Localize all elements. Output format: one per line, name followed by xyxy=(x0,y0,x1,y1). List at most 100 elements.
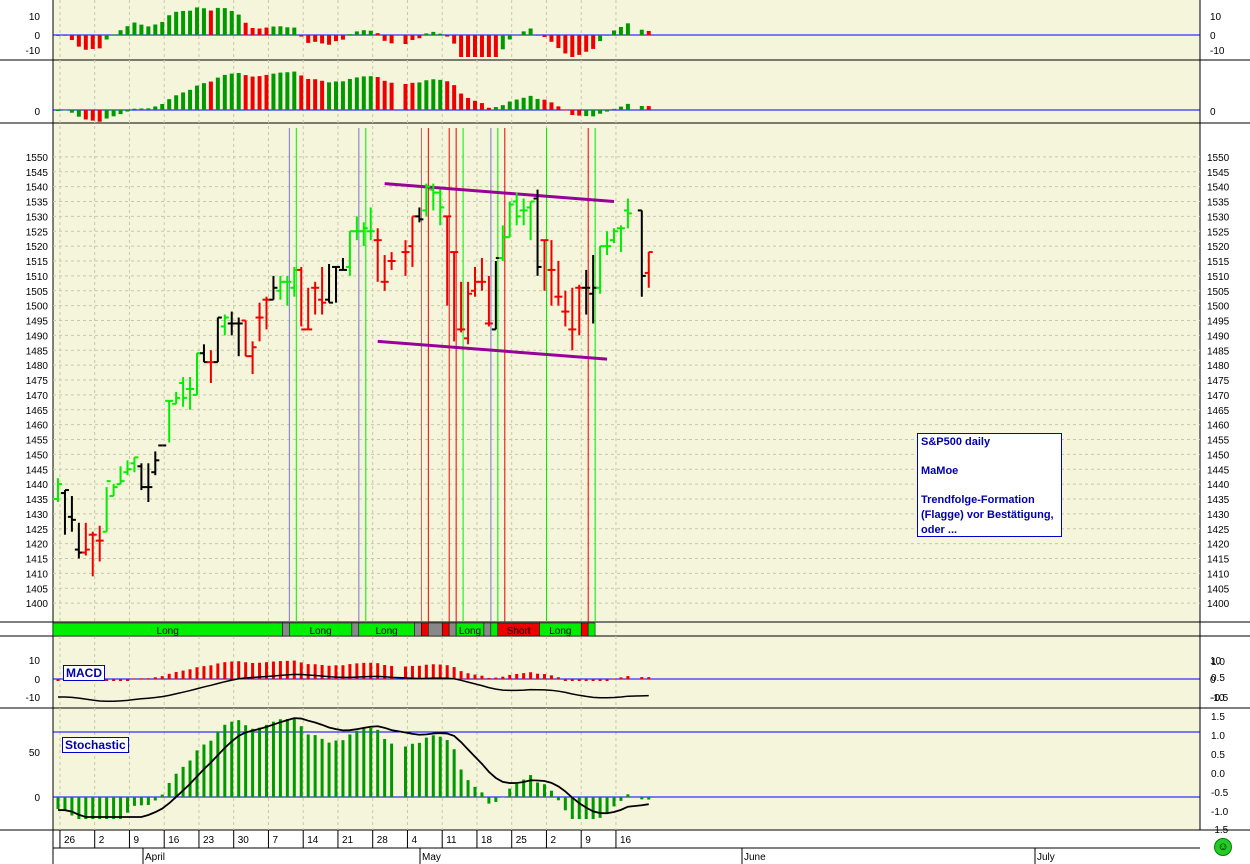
macd-bar xyxy=(202,666,206,679)
note-line-4: (Flagge) vor Bestätigung, xyxy=(921,509,1054,521)
osc2-bar xyxy=(500,105,505,110)
stoch-bar xyxy=(63,797,67,810)
stoch-bar xyxy=(195,750,199,797)
stoch-bar xyxy=(132,797,136,806)
stoch-bar xyxy=(139,797,143,806)
osc1-bar xyxy=(410,35,415,41)
price-tick-left: 1495 xyxy=(26,317,49,328)
x-tick-label: 16 xyxy=(168,835,180,846)
price-tick-left: 1510 xyxy=(26,272,49,283)
stoch-tick-left: 0 xyxy=(34,793,40,804)
macd-bar xyxy=(417,665,421,679)
macd-bar xyxy=(383,664,387,679)
macd-tick-left: -10 xyxy=(26,693,41,704)
macd-bar xyxy=(536,673,540,679)
osc2-bar xyxy=(486,107,491,110)
signal-label: Short xyxy=(507,626,531,637)
stoch-bar xyxy=(536,782,540,797)
price-tick-right: 1490 xyxy=(1207,331,1230,342)
stoch-bar xyxy=(556,797,560,801)
price-tick-right: 1475 xyxy=(1207,376,1230,387)
osc2-bar xyxy=(403,83,408,110)
osc1-bar xyxy=(188,10,193,35)
macd-bar xyxy=(209,665,213,679)
osc2-bar xyxy=(146,108,151,110)
osc1-bar xyxy=(507,35,512,40)
osc1-bar xyxy=(466,35,471,57)
osc1-bar xyxy=(201,8,206,35)
price-tick-right: 1405 xyxy=(1207,584,1230,595)
osc2-bar xyxy=(222,74,227,110)
channel-lower-line xyxy=(377,339,608,361)
osc2-bar xyxy=(639,105,644,110)
osc1-bar xyxy=(174,11,179,36)
osc2-bar xyxy=(368,76,373,110)
macd-bar xyxy=(216,663,220,679)
signal-label: Long xyxy=(459,626,481,637)
stoch-bar xyxy=(188,760,192,797)
osc2-bar xyxy=(271,73,276,110)
osc1-bar xyxy=(500,35,505,50)
osc1-bar xyxy=(111,34,116,35)
macd-bar xyxy=(605,679,609,681)
osc2-bar xyxy=(83,110,88,120)
stoch-bar xyxy=(515,783,519,797)
signal-segment xyxy=(351,622,360,637)
signal-segment xyxy=(587,622,596,637)
stoch-bar xyxy=(306,734,310,797)
osc2-bar xyxy=(584,110,589,117)
stoch-bar xyxy=(146,797,150,806)
macd-bar xyxy=(640,677,644,679)
price-tick-right: 1485 xyxy=(1207,346,1230,357)
x-tick-label: 14 xyxy=(307,835,319,846)
stoch-bar xyxy=(549,790,553,797)
macd-tick-right: 0 xyxy=(1210,675,1216,686)
x-tick-label: 11 xyxy=(446,835,457,846)
macd-signal-line xyxy=(57,673,649,703)
osc1-bar xyxy=(313,35,318,42)
stoch-bar xyxy=(348,734,352,797)
macd-bar xyxy=(459,671,463,679)
osc1-bar xyxy=(104,35,109,40)
osc1-bar xyxy=(389,35,394,44)
osc1-bar xyxy=(618,27,623,35)
osc2-bar xyxy=(556,106,561,110)
osc1-bar xyxy=(646,30,651,35)
stoch-bar xyxy=(258,727,262,797)
channel-upper-line xyxy=(384,182,615,203)
stoch-bar xyxy=(230,721,234,797)
osc1-bar xyxy=(473,35,477,57)
stoch-bar xyxy=(181,766,185,797)
macd-bar xyxy=(146,678,150,679)
stoch-bar xyxy=(334,740,338,797)
macd-bar xyxy=(244,662,248,679)
osc1-bar xyxy=(598,35,603,42)
price-tick-right: 1515 xyxy=(1207,257,1230,268)
osc1-bar xyxy=(306,35,311,43)
smiley-icon[interactable]: ☺ xyxy=(1214,838,1232,856)
osc1-bar xyxy=(215,7,220,35)
macd-bar xyxy=(188,669,192,679)
osc1-bar xyxy=(320,35,325,44)
note-line-3: Trendfolge-Formation xyxy=(921,494,1035,506)
macd-tick-left: 0 xyxy=(34,675,40,686)
osc2-bar xyxy=(438,79,443,110)
stoch-bar xyxy=(278,719,282,797)
top1-tick-left: 0 xyxy=(34,31,40,42)
osc2-bar xyxy=(160,104,165,110)
stoch-bar xyxy=(174,773,178,797)
osc2-bar xyxy=(340,81,345,110)
macd-bar xyxy=(584,679,588,681)
price-tick-right: 1435 xyxy=(1207,495,1230,506)
osc1-bar xyxy=(236,14,241,35)
osc2-bar xyxy=(69,110,74,113)
month-label: May xyxy=(422,852,441,863)
price-tick-left: 1410 xyxy=(26,569,49,580)
stoch-bar xyxy=(383,738,387,797)
signal-segment xyxy=(282,622,290,637)
osc2-bar xyxy=(181,92,186,110)
stoch-bar xyxy=(202,744,206,797)
macd-tick-left: 10 xyxy=(29,656,41,667)
osc2-bar xyxy=(528,95,533,110)
osc1-bar xyxy=(382,35,387,41)
